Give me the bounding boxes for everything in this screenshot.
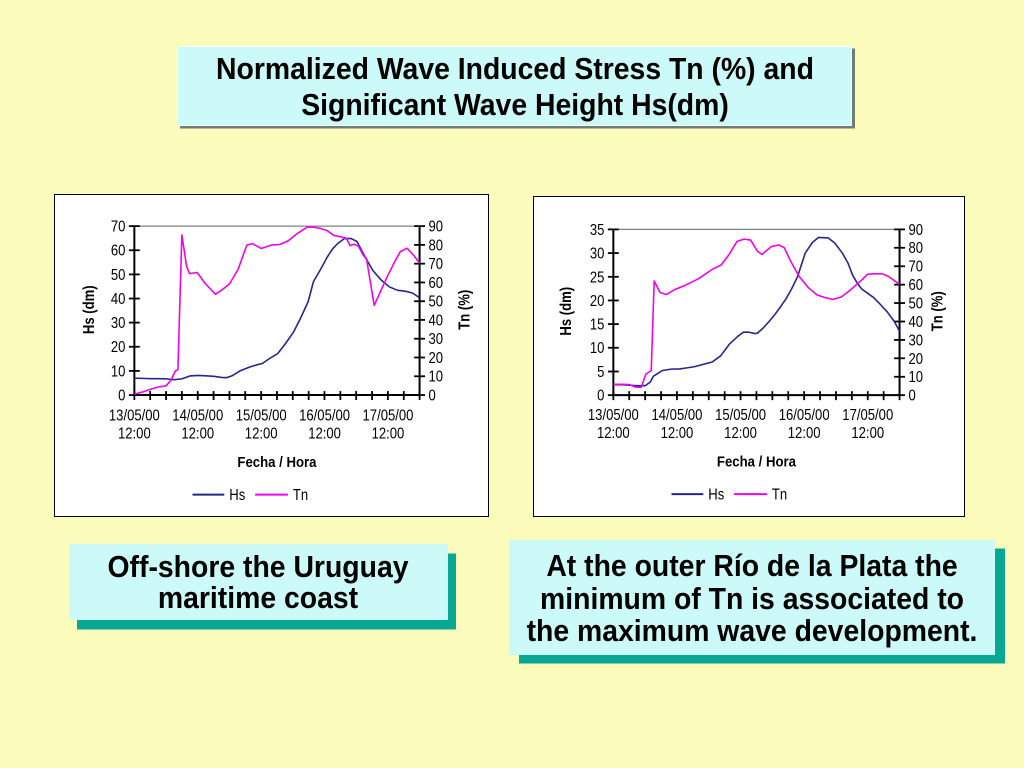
svg-text:16/05/00: 16/05/00 [778, 407, 829, 424]
svg-text:40: 40 [111, 291, 126, 308]
svg-text:25: 25 [589, 269, 604, 286]
svg-text:12:00: 12:00 [245, 425, 278, 442]
svg-text:12:00: 12:00 [724, 425, 757, 442]
svg-text:12:00: 12:00 [181, 425, 214, 442]
svg-text:70: 70 [908, 259, 923, 276]
svg-text:12:00: 12:00 [308, 425, 341, 442]
svg-text:13/05/00: 13/05/00 [109, 407, 160, 424]
svg-text:16/05/00: 16/05/00 [299, 407, 350, 424]
svg-text:10: 10 [589, 340, 604, 357]
svg-text:17/05/00: 17/05/00 [363, 407, 414, 424]
svg-text:30: 30 [589, 246, 604, 263]
svg-text:20: 20 [111, 339, 126, 356]
svg-text:80: 80 [429, 237, 444, 254]
svg-text:12:00: 12:00 [372, 425, 405, 442]
svg-text:50: 50 [111, 266, 126, 283]
svg-text:12:00: 12:00 [787, 425, 820, 442]
svg-text:20: 20 [589, 293, 604, 310]
svg-text:Tn (%): Tn (%) [929, 291, 946, 331]
svg-text:10: 10 [429, 368, 444, 385]
svg-text:10: 10 [908, 369, 923, 386]
svg-text:Hs: Hs [229, 487, 245, 504]
svg-text:50: 50 [908, 296, 923, 313]
svg-text:14/05/00: 14/05/00 [651, 407, 702, 424]
svg-text:15/05/00: 15/05/00 [715, 407, 766, 424]
svg-text:40: 40 [429, 312, 444, 329]
svg-text:35: 35 [589, 222, 604, 239]
svg-text:Tn: Tn [293, 487, 308, 504]
svg-text:90: 90 [429, 218, 444, 235]
svg-text:60: 60 [908, 277, 923, 294]
svg-text:12:00: 12:00 [851, 425, 884, 442]
svg-text:20: 20 [429, 350, 444, 367]
svg-text:15: 15 [589, 317, 604, 334]
svg-text:13/05/00: 13/05/00 [587, 407, 638, 424]
svg-text:5: 5 [597, 364, 604, 381]
svg-text:70: 70 [111, 218, 126, 235]
svg-text:0: 0 [597, 388, 604, 405]
svg-text:90: 90 [908, 222, 923, 239]
svg-text:Fecha / Hora: Fecha / Hora [716, 453, 795, 470]
svg-text:12:00: 12:00 [118, 425, 151, 442]
svg-text:60: 60 [111, 242, 126, 259]
svg-text:40: 40 [908, 314, 923, 331]
svg-text:0: 0 [429, 387, 436, 404]
svg-text:0: 0 [908, 388, 915, 405]
svg-text:Tn: Tn [771, 487, 786, 504]
svg-text:Hs: Hs [708, 487, 724, 504]
svg-text:0: 0 [118, 387, 125, 404]
svg-text:Fecha / Hora: Fecha / Hora [237, 453, 316, 470]
svg-text:Hs (dm): Hs (dm) [558, 287, 575, 336]
svg-text:17/05/00: 17/05/00 [842, 407, 893, 424]
svg-text:15/05/00: 15/05/00 [236, 407, 287, 424]
svg-text:12:00: 12:00 [596, 425, 629, 442]
svg-text:30: 30 [111, 315, 126, 332]
svg-text:60: 60 [429, 274, 444, 291]
svg-text:50: 50 [429, 293, 444, 310]
svg-text:30: 30 [908, 332, 923, 349]
svg-text:70: 70 [429, 256, 444, 273]
svg-text:14/05/00: 14/05/00 [172, 407, 223, 424]
svg-text:30: 30 [429, 331, 444, 348]
svg-text:Hs (dm): Hs (dm) [81, 285, 98, 334]
svg-text:10: 10 [111, 363, 126, 380]
svg-text:80: 80 [908, 240, 923, 257]
svg-text:12:00: 12:00 [660, 425, 693, 442]
svg-text:Tn (%): Tn (%) [456, 289, 473, 329]
svg-text:20: 20 [908, 351, 923, 368]
